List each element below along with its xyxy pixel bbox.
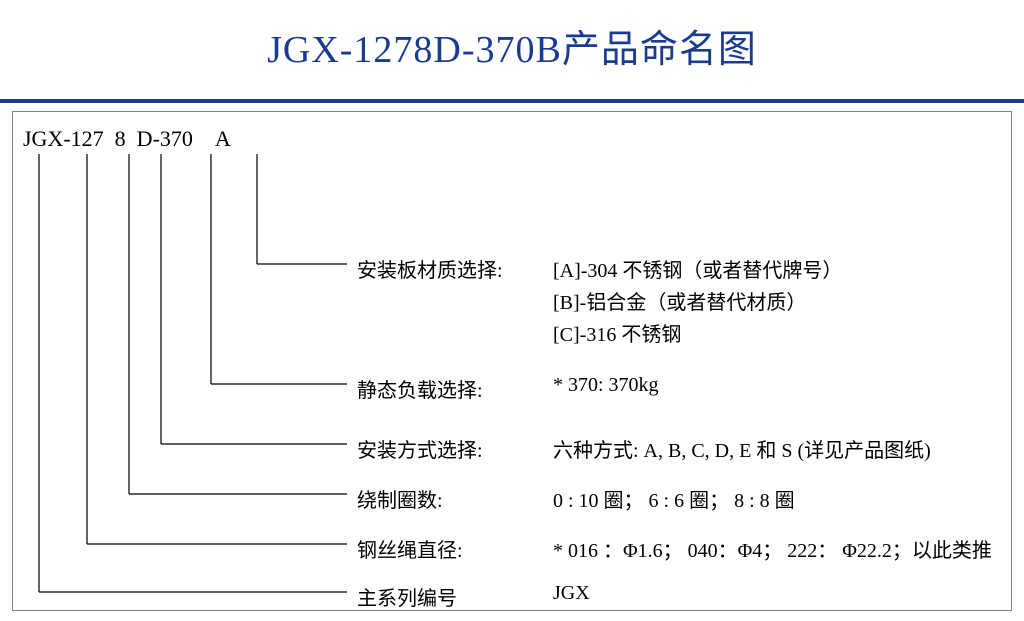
diagram-panel: JGX-127 8 D-370 A 安装板材质选择:[A]-304 不锈钢（或者… [12,111,1012,611]
divider [0,99,1024,103]
row-label: 安装板材质选择: [357,254,503,283]
row-value-extra: [C]-316 不锈钢 [553,318,681,347]
page-title: JGX-1278D-370B产品命名图 [267,29,757,71]
row-value: * 370: 370kg [553,374,659,397]
row-label: 安装方式选择: [357,434,483,463]
row-label: 绕制圈数: [357,484,443,513]
row-label: 静态负载选择: [357,374,483,403]
row-value: [A]-304 不锈钢（或者替代牌号） [553,254,842,283]
row-value: 0 : 10 圈； 6 : 6 圈； 8 : 8 圈 [553,484,795,513]
row-value: 六种方式: A, B, C, D, E 和 S (详见产品图纸) [553,434,931,463]
row-value: * 016 ：Φ1.6； 040：Φ4； 222： Φ22.2；以此类推 [553,534,992,563]
row-value: JGX [553,582,590,605]
row-label: 主系列编号 [357,582,457,611]
row-value-extra: [B]-铝合金（或者替代材质） [553,286,806,315]
row-label: 钢丝绳直径: [357,534,463,563]
title-bar: JGX-1278D-370B产品命名图 [0,0,1024,95]
